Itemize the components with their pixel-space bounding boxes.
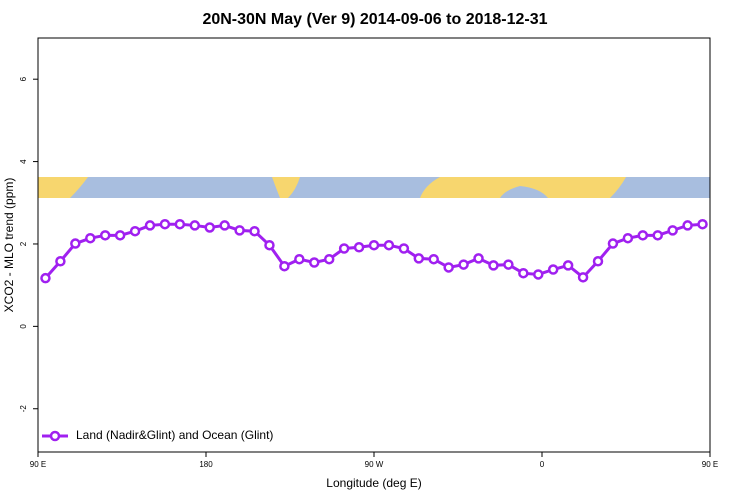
x-axis-label: Longitude (deg E) bbox=[326, 476, 421, 490]
data-point bbox=[398, 243, 410, 254]
data-point bbox=[368, 239, 380, 251]
data-point bbox=[234, 225, 245, 236]
data-point bbox=[70, 238, 81, 249]
data-point bbox=[682, 220, 693, 231]
data-point bbox=[55, 256, 66, 267]
data-point bbox=[577, 272, 589, 283]
data-point bbox=[652, 230, 663, 241]
data-point bbox=[518, 267, 529, 279]
data-point bbox=[144, 220, 156, 231]
map-land bbox=[38, 177, 88, 198]
data-point bbox=[607, 238, 619, 249]
data-point bbox=[473, 253, 484, 264]
data-point bbox=[129, 225, 141, 237]
world-map-strip bbox=[38, 177, 710, 198]
y-tick-label: 4 bbox=[19, 159, 28, 164]
map-land bbox=[272, 177, 300, 198]
data-point bbox=[443, 262, 454, 273]
data-point bbox=[488, 260, 499, 271]
data-point bbox=[697, 218, 708, 230]
chart-title: 20N-30N May (Ver 9) 2014-09-06 to 2018-1… bbox=[202, 11, 547, 28]
data-point bbox=[413, 253, 425, 264]
x-tick-label: 90 E bbox=[702, 460, 718, 469]
data-point bbox=[533, 269, 544, 280]
map-land bbox=[420, 177, 626, 198]
y-tick-label: 0 bbox=[19, 324, 28, 329]
data-point bbox=[249, 225, 260, 237]
data-point bbox=[204, 222, 215, 233]
data-point bbox=[338, 243, 350, 254]
data-point bbox=[383, 239, 395, 251]
data-point bbox=[503, 259, 514, 270]
legend-marker bbox=[49, 430, 61, 442]
x-tick-label: 90 E bbox=[30, 460, 46, 469]
data-point bbox=[428, 253, 439, 265]
legend-label: Land (Nadir&Glint) and Ocean (Glint) bbox=[76, 428, 273, 442]
y-axis-label: XCO2 - MLO trend (ppm) bbox=[2, 178, 16, 313]
data-point bbox=[174, 218, 186, 230]
data-point bbox=[159, 218, 171, 230]
data-point bbox=[353, 242, 365, 253]
data-line bbox=[44, 222, 703, 280]
data-point bbox=[323, 253, 335, 265]
x-tick-label: 0 bbox=[540, 460, 545, 469]
data-point bbox=[264, 239, 275, 251]
data-point bbox=[99, 230, 111, 241]
y-tick-label: 2 bbox=[19, 241, 28, 246]
data-point bbox=[637, 230, 649, 241]
data-point bbox=[667, 225, 678, 236]
x-tick-label: 180 bbox=[199, 460, 213, 469]
data-point bbox=[294, 253, 305, 265]
data-point bbox=[189, 220, 201, 231]
data-point bbox=[562, 260, 574, 271]
data-point bbox=[279, 260, 290, 272]
data-point bbox=[622, 232, 634, 244]
data-point bbox=[309, 257, 320, 268]
data-point bbox=[547, 264, 559, 275]
data-point bbox=[458, 259, 469, 270]
data-point bbox=[114, 230, 126, 241]
y-tick-label: 6 bbox=[19, 76, 28, 81]
data-point bbox=[592, 256, 604, 267]
x-tick-label: 90 W bbox=[365, 460, 384, 469]
data-point bbox=[219, 220, 230, 231]
data-point bbox=[85, 232, 96, 244]
y-tick-label: -2 bbox=[19, 405, 28, 413]
data-point bbox=[40, 272, 51, 284]
